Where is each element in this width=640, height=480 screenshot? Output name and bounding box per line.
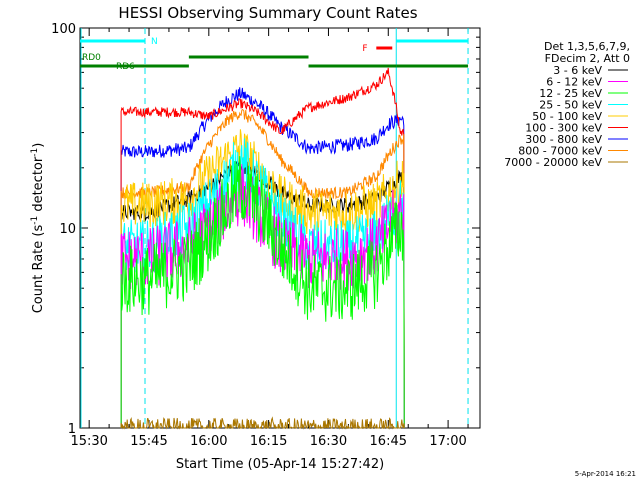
- x-axis-label: Start Time (05-Apr-14 15:27:42): [176, 457, 384, 472]
- legend-entry-label: 100 - 300 keV: [525, 122, 602, 135]
- series-line-5: [120, 129, 405, 429]
- legend-entry-label: 25 - 50 keV: [539, 99, 602, 112]
- legend-entry-label: 50 - 100 keV: [532, 110, 602, 123]
- legend-entry-label: 3 - 6 keV: [553, 64, 602, 77]
- plot-area: 1 10 100 15:30 15:45 16:00 16:15 16:30 16:45 17:0…: [51, 22, 481, 449]
- x-tick-label: 15:45: [130, 434, 167, 449]
- y-tick-label: 10: [59, 222, 76, 237]
- legend-header: Det 1,3,5,6,7,9,: [544, 40, 630, 53]
- y-tick-label: 1: [68, 422, 76, 437]
- series-line-9: [120, 416, 405, 430]
- x-tick-label: 16:30: [310, 434, 347, 449]
- x-tick-label: 17:00: [429, 434, 466, 449]
- flag-label-night: N: [151, 37, 158, 47]
- y-axis-label: Count Rate (s-1 detector-1): [30, 143, 46, 314]
- legend-entry-label: 12 - 25 keV: [539, 87, 602, 100]
- x-tick-label: 16:45: [370, 434, 407, 449]
- chart-title: HESSI Observing Summary Count Rates: [118, 4, 417, 22]
- series-line-3: [120, 156, 405, 429]
- legend-entry-label: 6 - 12 keV: [546, 76, 602, 89]
- x-tick-label: 16:15: [250, 434, 287, 449]
- legend: Det 1,3,5,6,7,9,FDecim 2, Att 03 - 6 keV…: [504, 40, 630, 169]
- x-tick-label: 16:00: [190, 434, 227, 449]
- series-line-6: [120, 67, 405, 429]
- series-line-7: [120, 87, 405, 429]
- flag-label-rd6: RD6: [116, 62, 135, 72]
- x-tick-label: 15:30: [70, 434, 107, 449]
- footer-date: 5-Apr-2014 16:21: [575, 470, 636, 478]
- y-tick-label: 100: [51, 22, 76, 37]
- flag-label-flare: F: [362, 44, 367, 54]
- legend-entry-label: 300 - 800 keV: [525, 133, 602, 146]
- legend-header: FDecim 2, Att 0: [545, 52, 630, 65]
- legend-entry-label: 7000 - 20000 keV: [504, 156, 602, 169]
- flag-label-rd0: RD0: [82, 53, 101, 63]
- legend-entry-label: 800 - 7000 keV: [518, 145, 602, 158]
